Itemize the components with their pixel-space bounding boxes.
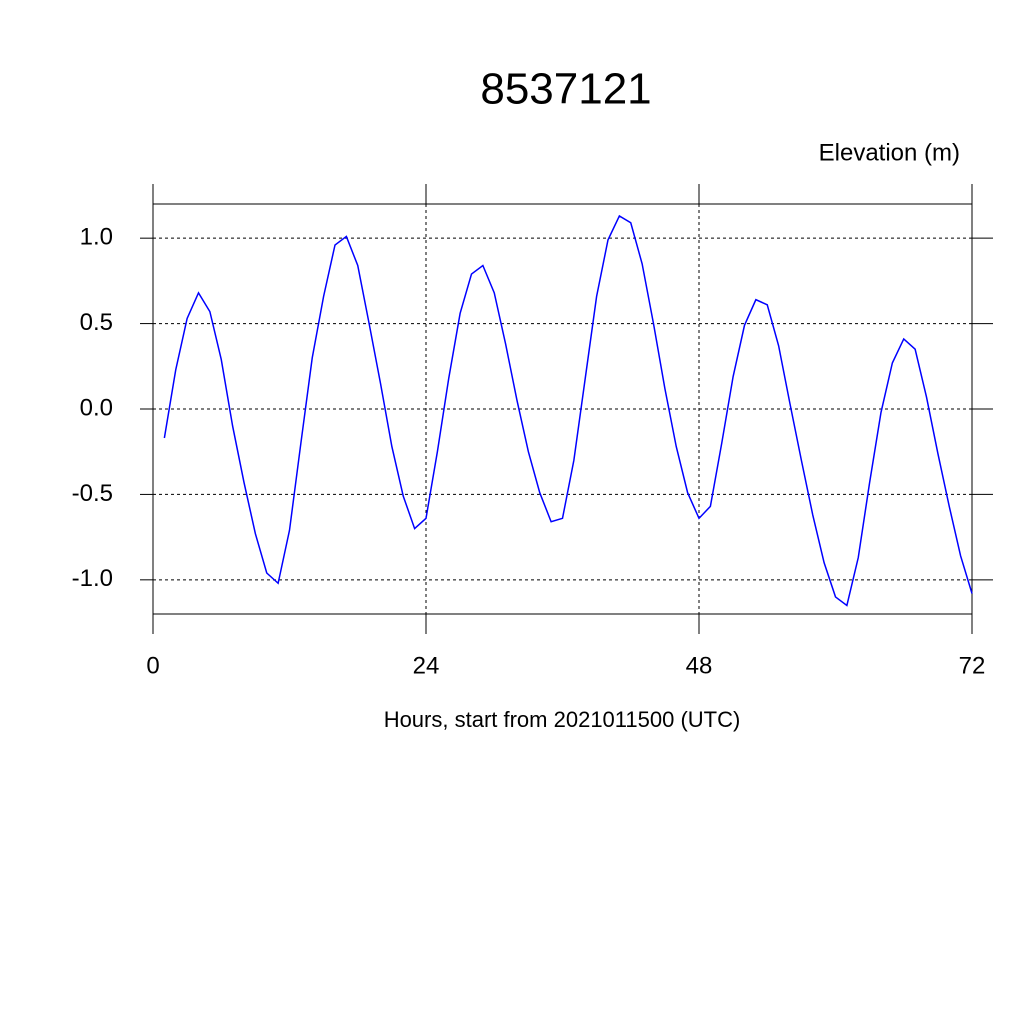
y-tick-label: 0.0	[80, 394, 113, 421]
y-tick-label: 0.5	[80, 309, 113, 336]
x-tick-label: 24	[413, 652, 440, 679]
y-tick-label: 1.0	[80, 224, 113, 251]
x-axis-label: Hours, start from 2021011500 (UTC)	[384, 707, 741, 732]
x-tick-label: 48	[686, 652, 713, 679]
data-line	[163, 214, 973, 607]
chart-title: 8537121	[480, 65, 651, 114]
chart-subtitle: Elevation (m)	[819, 139, 960, 166]
y-tick-label: -0.5	[72, 480, 113, 507]
y-tick-label: -1.0	[72, 565, 113, 592]
x-tick-label: 0	[146, 652, 159, 679]
x-tick-label: 72	[959, 652, 986, 679]
